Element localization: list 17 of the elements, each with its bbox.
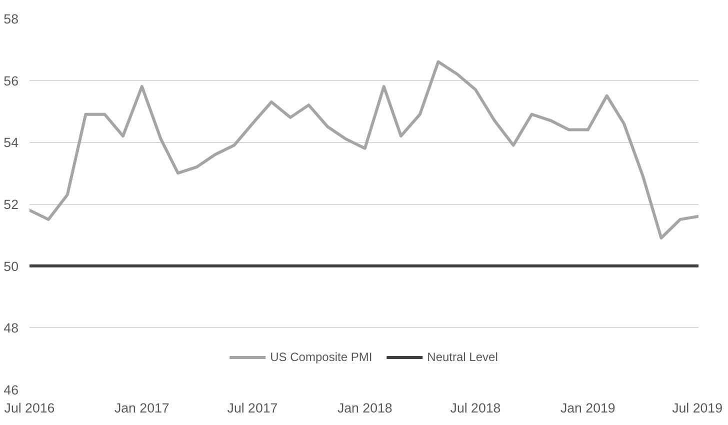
y-tick-label: 56	[4, 73, 19, 88]
x-tick-label: Jul 2018	[450, 400, 501, 416]
x-tick-label: Jul 2017	[227, 400, 278, 416]
y-tick-label: 50	[4, 258, 19, 274]
x-tick-label: Jan 2019	[560, 400, 616, 416]
y-tick-label: 46	[4, 382, 19, 398]
legend-label: Neutral Level	[427, 350, 498, 364]
y-tick-label: 54	[4, 135, 20, 150]
y-tick-label: 58	[4, 12, 19, 26]
x-tick-label: Jul 2016	[4, 400, 55, 416]
legend-label: US Composite PMI	[270, 350, 372, 364]
line-series	[30, 60, 698, 240]
x-tick-label: Jan 2017	[114, 400, 170, 416]
y-tick-label: 48	[4, 320, 19, 336]
y-tick-label: 52	[4, 197, 19, 212]
x-tick-label: Jul 2019	[672, 400, 722, 416]
x-tick-label: Jan 2018	[337, 400, 392, 416]
